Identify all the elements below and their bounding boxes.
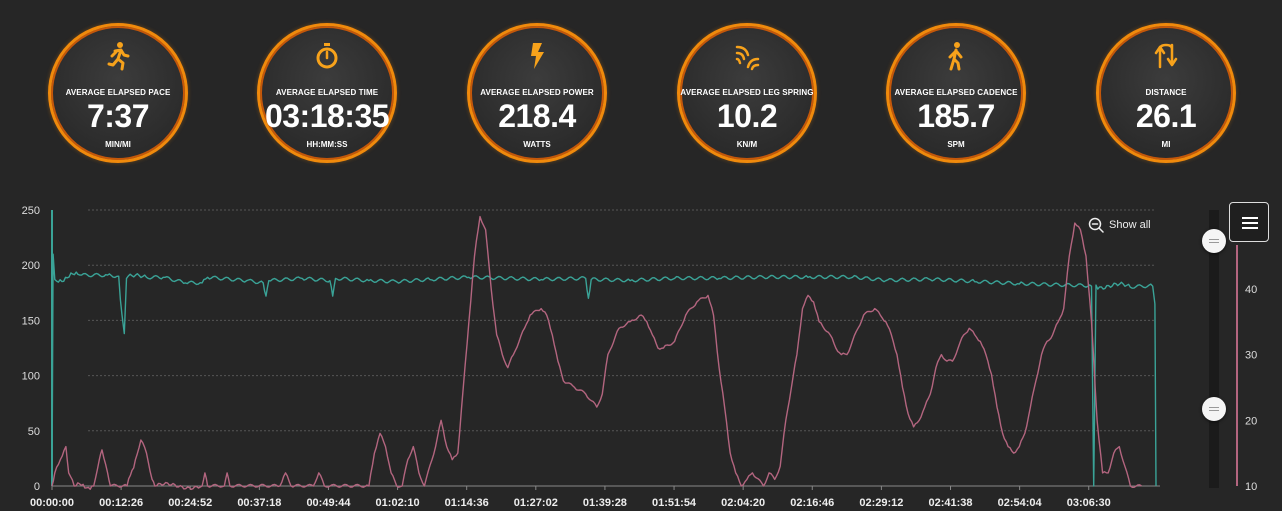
- stat-value: 03:18:35: [264, 98, 390, 134]
- stat-label: AVERAGE ELAPSED CADENCE: [894, 88, 1018, 97]
- y-right-tick-label: 30: [1245, 350, 1257, 362]
- y-left-tick-label: 200: [22, 260, 40, 272]
- y-right-tick-label: 10: [1245, 481, 1257, 493]
- x-tick-label: 02:29:12: [859, 497, 903, 509]
- x-tick-label: 00:00:00: [30, 497, 74, 509]
- y-left-tick-label: 100: [22, 371, 40, 383]
- y-left-tick-label: 50: [28, 426, 40, 438]
- x-tick-label: 03:06:30: [1067, 497, 1111, 509]
- stat-cadence: AVERAGE ELAPSED CADENCE 185.7 SPM: [886, 23, 1026, 163]
- stat-value: 7:37: [86, 98, 150, 134]
- range-slider-top-handle[interactable]: [1202, 229, 1226, 253]
- stopwatch-icon: [316, 43, 338, 69]
- x-tick-label: 02:41:38: [928, 497, 972, 509]
- y-right-tick-label: 40: [1245, 284, 1257, 296]
- y-left-tick-label: 150: [22, 315, 40, 327]
- y-left-tick-label: 0: [34, 481, 40, 493]
- stat-value: 218.4: [498, 98, 576, 134]
- stat-unit: HH:MM:SS: [306, 140, 348, 149]
- x-tick-label: 01:39:28: [583, 497, 627, 509]
- x-tick-label: 00:12:26: [99, 497, 143, 509]
- runner-icon: [107, 42, 130, 71]
- stat-value: 185.7: [917, 98, 995, 134]
- x-tick-label: 02:16:46: [790, 497, 834, 509]
- x-tick-label: 01:14:36: [445, 497, 489, 509]
- stat-label: AVERAGE ELAPSED TIME: [275, 88, 379, 97]
- signal-waves-icon: [735, 45, 760, 71]
- x-tick-label: 01:27:02: [514, 497, 558, 509]
- stat-unit: SPM: [947, 140, 965, 149]
- stat-leg-spring: AVERAGE ELAPSED LEG SPRING 10.2 KN/M: [677, 23, 817, 163]
- stats-row: AVERAGE ELAPSED PACE 7:37 MIN/MI AVERAGE…: [0, 0, 1282, 180]
- y-left-tick-label: 250: [22, 205, 40, 217]
- stat-value: 26.1: [1135, 98, 1197, 134]
- x-tick-label: 02:54:04: [998, 497, 1043, 509]
- stat-label: AVERAGE ELAPSED POWER: [480, 88, 594, 97]
- stat-unit: WATTS: [523, 140, 551, 149]
- stat-pace: AVERAGE ELAPSED PACE 7:37 MIN/MI: [48, 23, 188, 163]
- show-all-label: Show all: [1109, 219, 1151, 231]
- range-slider-bottom-handle[interactable]: [1202, 397, 1226, 421]
- stat-label: DISTANCE: [1145, 88, 1187, 97]
- x-tick-label: 00:49:44: [306, 497, 351, 509]
- hamburger-menu-icon: [1242, 222, 1258, 224]
- hamburger-menu-icon: [1242, 227, 1258, 229]
- hamburger-menu-icon: [1242, 217, 1258, 219]
- x-tick-label: 00:37:18: [237, 497, 281, 509]
- cadence-series-line: [51, 253, 1157, 487]
- up-down-arrows-icon: [1154, 43, 1178, 69]
- range-slider-track[interactable]: [1209, 210, 1219, 488]
- stat-time: AVERAGE ELAPSED TIME 03:18:35 HH:MM:SS: [257, 23, 397, 163]
- stat-unit: MIN/MI: [105, 140, 131, 149]
- zoom-out-icon: [1088, 217, 1104, 233]
- x-tick-label: 00:24:52: [168, 497, 212, 509]
- show-all-button[interactable]: Show all: [1088, 216, 1151, 234]
- x-tick-label: 02:04:20: [721, 497, 765, 509]
- x-tick-label: 01:51:54: [652, 497, 697, 509]
- stat-distance: DISTANCE 26.1 MI: [1096, 23, 1236, 163]
- stat-unit: KN/M: [736, 140, 758, 149]
- leg-spring-series-line: [51, 215, 1142, 491]
- walker-icon: [948, 42, 963, 71]
- y-right-tick-label: 20: [1245, 415, 1257, 427]
- stat-value: 10.2: [716, 98, 778, 134]
- run-chart[interactable]: 0 50 100 150 200 250 10 20 30 40 00:00:00 00:12:26 0…: [0, 190, 1282, 511]
- lightning-icon: [531, 43, 544, 69]
- stat-unit: MI: [1161, 140, 1171, 149]
- stat-power: AVERAGE ELAPSED POWER 218.4 WATTS: [467, 23, 607, 163]
- x-tick-label: 01:02:10: [376, 497, 420, 509]
- stat-label: AVERAGE ELAPSED PACE: [65, 88, 171, 97]
- chart-menu-button[interactable]: [1229, 202, 1269, 242]
- stat-label: AVERAGE ELAPSED LEG SPRING: [680, 88, 814, 97]
